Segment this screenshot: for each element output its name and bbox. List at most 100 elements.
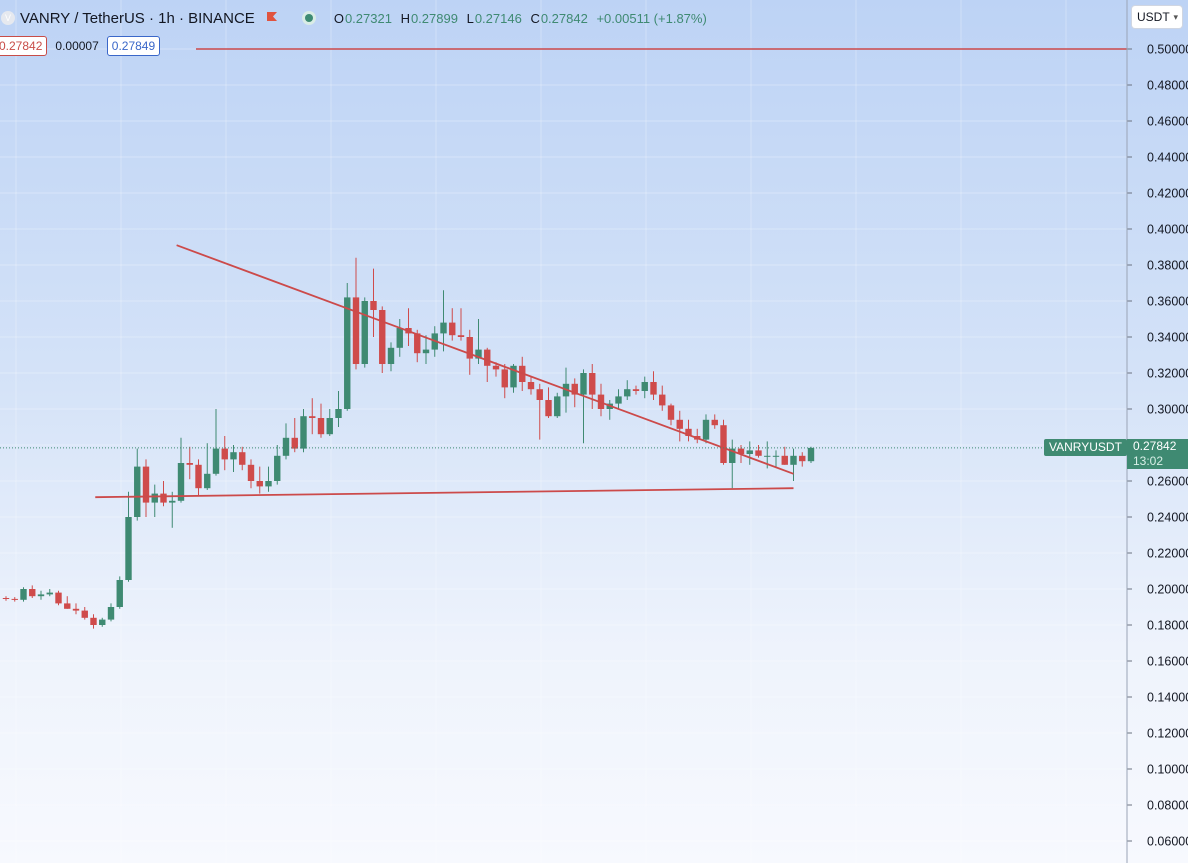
candle-up	[746, 441, 753, 465]
axis-tick-label: 0.16000	[1147, 655, 1188, 669]
candle-down	[659, 385, 666, 411]
candle-down	[755, 445, 762, 458]
candle-body	[361, 301, 368, 364]
axis-tick-label: 0.18000	[1147, 619, 1188, 633]
candle-body	[807, 447, 815, 462]
candle-down	[29, 585, 36, 598]
candle-body	[99, 619, 106, 625]
axis-tick-label: 0.32000	[1147, 367, 1188, 381]
candle-up	[510, 364, 517, 393]
candle-body	[571, 383, 578, 395]
candle-body	[72, 608, 80, 611]
candle-body	[440, 322, 447, 334]
candle-down	[239, 446, 246, 471]
candle-up	[790, 448, 797, 481]
currency-select[interactable]: USDT ▾	[1132, 6, 1182, 28]
axis-tick-label: 0.42000	[1147, 187, 1188, 201]
candle-body	[501, 369, 508, 388]
candle-body	[667, 405, 675, 420]
candle-up	[440, 290, 447, 352]
candle-body	[711, 419, 718, 426]
candle-body	[396, 328, 403, 348]
candle-down	[352, 257, 360, 370]
candle-up	[606, 400, 613, 420]
candle-body	[475, 349, 482, 359]
symbol-title[interactable]: VANRY / TetherUS · 1h · BINANCE	[20, 9, 255, 27]
candle-down	[81, 607, 88, 620]
axis-tick-label: 0.08000	[1147, 799, 1188, 813]
candle-up	[772, 450, 780, 467]
axis-tick-label: 0.40000	[1147, 223, 1188, 237]
candle-up	[204, 443, 211, 490]
axis-tick-label: 0.20000	[1147, 583, 1188, 597]
candle-body	[624, 389, 631, 397]
buy-price-button[interactable]: 0.27849	[106, 36, 161, 56]
candle-body	[125, 517, 132, 580]
candle-down	[501, 364, 508, 399]
candle-up	[265, 466, 272, 492]
candle-body	[379, 310, 386, 364]
flag-icon[interactable]	[266, 11, 280, 25]
candle-body	[142, 466, 150, 503]
candle-body	[20, 589, 27, 600]
candle-down	[685, 419, 692, 442]
axis-tick-label: 0.22000	[1147, 547, 1188, 561]
candle-up	[641, 376, 648, 399]
candle-down	[545, 387, 552, 418]
candle-body	[545, 400, 552, 417]
candle-down	[195, 459, 202, 496]
candle-body	[317, 418, 325, 435]
ohlc-values: O0.27321 H0.27899 L0.27146 C0.27842 +0.0…	[334, 11, 712, 26]
candle-up	[335, 391, 342, 427]
axis-tick-label: 0.30000	[1147, 403, 1188, 417]
candle-body	[2, 598, 10, 599]
symbol-legend: V VANRY / TetherUS · 1h · BINANCE O0.273…	[0, 8, 712, 28]
candle-body	[230, 452, 237, 460]
candle-body	[169, 500, 176, 503]
symbol-logo-icon: V	[1, 11, 15, 25]
candle-up	[422, 335, 430, 364]
candle-up	[624, 380, 631, 400]
last-price-label: 0.27842 13:02	[1127, 439, 1188, 469]
candle-body	[466, 337, 473, 359]
candle-body	[781, 455, 788, 465]
candle-body	[589, 373, 596, 395]
axis-tick-label: 0.06000	[1147, 835, 1188, 849]
candle-body	[291, 437, 298, 449]
candle-body	[177, 463, 185, 501]
candle-down	[379, 306, 386, 373]
candle-body	[650, 382, 657, 395]
market-status-icon[interactable]	[301, 11, 316, 25]
candle-up	[326, 409, 333, 436]
candle-up	[37, 590, 45, 600]
axis-tick-label: 0.14000	[1147, 691, 1188, 705]
ohlc-low-value: 0.27146	[474, 10, 522, 26]
candle-body	[151, 493, 158, 503]
candle-up	[20, 587, 27, 602]
candle-down	[247, 459, 255, 489]
candle-up	[554, 392, 561, 418]
candle-down	[64, 596, 71, 609]
axis-tick-label: 0.44000	[1147, 151, 1188, 165]
candle-body	[799, 455, 806, 462]
axis-tick-label: 0.46000	[1147, 115, 1188, 129]
candle-body	[746, 450, 753, 454]
candle-body	[160, 493, 167, 503]
candle-body	[29, 589, 36, 597]
candle-down	[536, 383, 543, 440]
candle-down	[694, 428, 701, 444]
sell-price-button[interactable]: 0.27842	[0, 36, 48, 56]
candle-up	[107, 603, 115, 622]
candle-body	[536, 389, 543, 400]
axis-tick-label: 0.24000	[1147, 511, 1188, 525]
candle-down	[597, 383, 605, 417]
candle-body	[204, 473, 211, 489]
candle-down	[720, 419, 727, 465]
candle-body	[702, 419, 710, 440]
trend-line	[95, 487, 794, 499]
candle-body	[387, 347, 395, 364]
candle-body	[81, 610, 88, 618]
candle-body	[11, 598, 18, 600]
candle-body	[580, 373, 587, 395]
